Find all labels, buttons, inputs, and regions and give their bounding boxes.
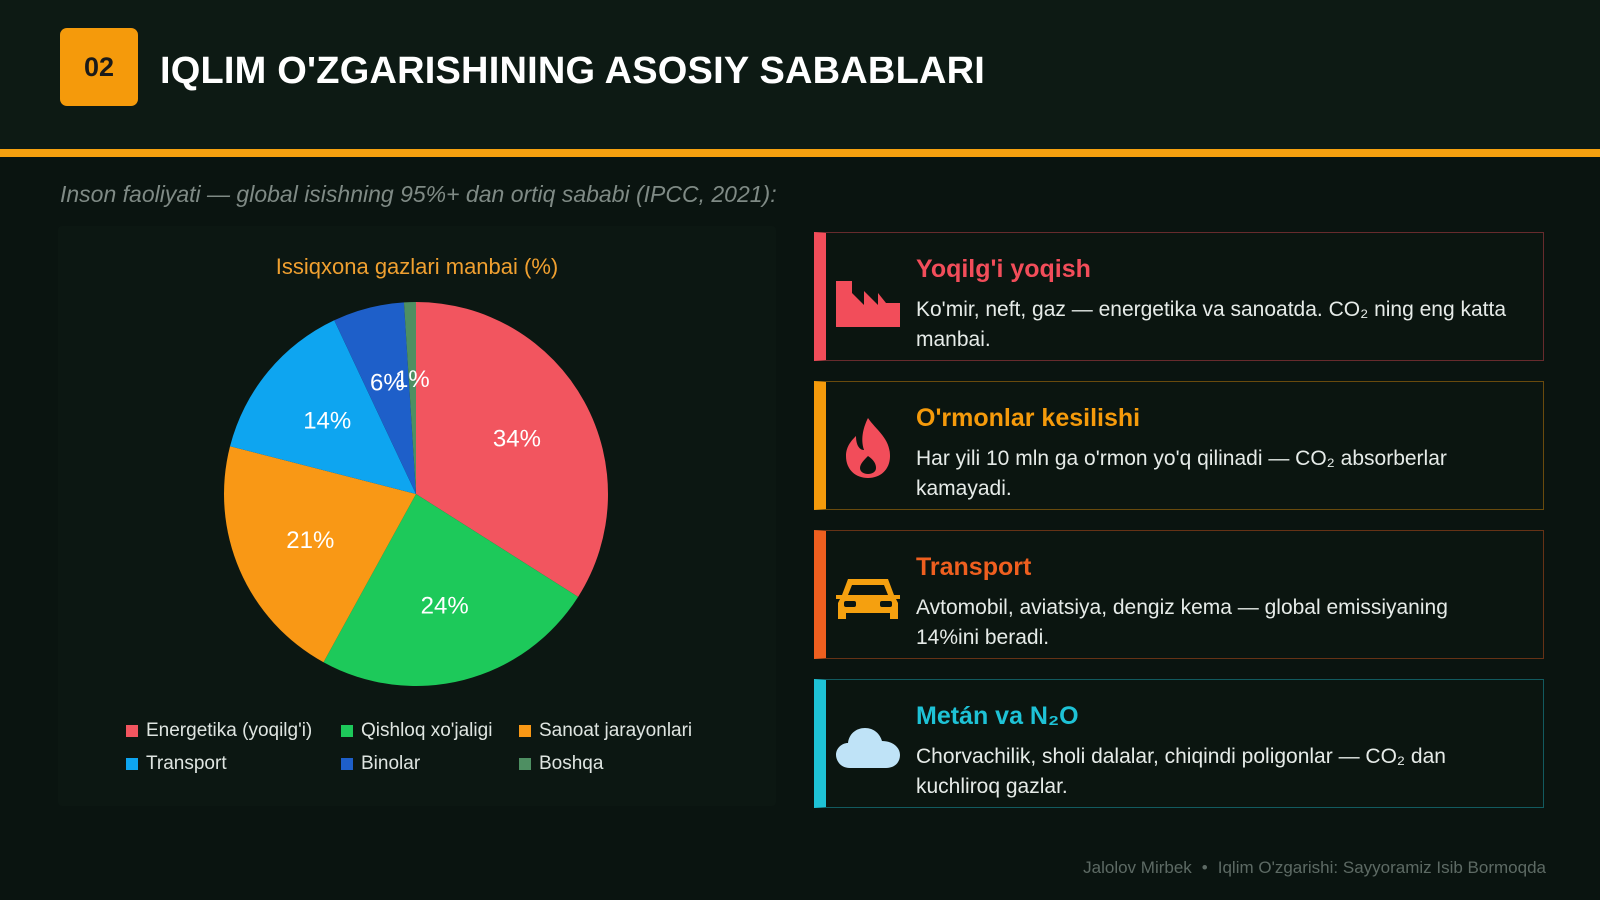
header-bar: 02 IQLIM O'ZGARISHINING ASOSIY SABABLARI (0, 0, 1600, 149)
legend-item-energetika[interactable]: Energetika (yoqilg'i) (126, 720, 341, 742)
legend-item-boshqa[interactable]: Boshqa (519, 753, 729, 775)
legend-item-transport[interactable]: Transport (126, 753, 341, 775)
pie-slice-3[interactable] (230, 320, 416, 494)
pie-chart: 34% 24% 21% 14% 6%1% (224, 302, 608, 686)
car-icon (836, 579, 900, 619)
cloud-icon (836, 728, 900, 768)
legend-item-sanoat[interactable]: Sanoat jarayonlari (519, 720, 729, 742)
chart-legend: Energetika (yoqilg'i) Qishloq xo'jaligi … (126, 720, 746, 775)
chart-title: Issiqxona gazlari manbai (%) (275, 254, 559, 279)
pie-slice-0[interactable] (416, 302, 608, 597)
card-text: Avtomobil, aviatsiya, dengiz kema — glob… (916, 596, 1448, 649)
legend-label: Binolar (361, 753, 421, 774)
pie-slice-2[interactable] (224, 446, 416, 663)
legend-item-qishloq-xojaligi[interactable]: Qishloq xo'jaligi (341, 720, 519, 742)
cause-card-fuel: Yoqilg'i yoqish Ko'mir, neft, gaz — ener… (814, 232, 1544, 361)
card-title: Transport (916, 553, 1032, 581)
legend-swatch (126, 725, 138, 737)
pie-chart-panel: Issiqxona gazlari manbai (%) 34% 24% 21% 14… (58, 226, 776, 806)
card-text: Ko'mir, neft, gaz — energetika va sanoat… (916, 298, 1506, 351)
footer-deck-title: Iqlim O'zgarishi: Sayyoramiz Isib Bormoq… (1217, 858, 1546, 877)
legend-swatch (341, 725, 353, 737)
legend-label: Boshqa (539, 753, 604, 774)
pie-slice-label-5: 1% (395, 366, 430, 393)
legend-label: Sanoat jarayonlari (539, 720, 693, 741)
pie-slice-1[interactable] (323, 494, 579, 686)
card-title: Metán va N₂O (916, 702, 1079, 730)
cause-card-deforestation: O'rmonlar kesilishi Har yili 10 mln ga o… (814, 381, 1544, 510)
cause-card-transport: Transport Avtomobil, aviatsiya, dengiz k… (814, 530, 1544, 659)
factory-icon (836, 281, 900, 327)
legend-swatch (519, 725, 531, 737)
legend-label: Transport (146, 753, 227, 774)
legend-label: Energetika (yoqilg'i) (146, 720, 313, 741)
pie-slice-5[interactable] (403, 302, 416, 494)
legend-swatch (519, 758, 531, 770)
fire-icon (846, 418, 890, 478)
pie-slice-4[interactable] (334, 302, 416, 494)
card-text: Har yili 10 mln ga o'rmon yo'q qilinadi … (916, 447, 1447, 500)
legend-item-binolar[interactable]: Binolar (341, 753, 519, 775)
card-title: Yoqilg'i yoqish (916, 255, 1091, 283)
footer: Jalolov Mirbek • Iqlim O'zgarishi: Sayyora… (1083, 858, 1546, 878)
footer-separator: • (1201, 858, 1208, 877)
slide-subtitle: Inson faoliyati — global isishning 95%+ … (60, 181, 777, 207)
pie-slice-label-2: 21% (286, 527, 334, 554)
header-divider (0, 149, 1600, 157)
card-text: Chorvachilik, sholi dalalar, chiqindi po… (916, 745, 1446, 798)
pie-slice-label-0: 34% (493, 426, 541, 453)
pie-slice-label-1: 24% (421, 593, 469, 620)
cause-card-methane: Metán va N₂O Chorvachilik, sholi dalalar… (814, 679, 1544, 808)
slide-title: IQLIM O'ZGARISHINING ASOSIY SABABLARI (160, 50, 986, 92)
pie-slice-label-4: 6% (370, 369, 405, 396)
pie-slice-label-3: 14% (303, 408, 351, 435)
legend-swatch (126, 758, 138, 770)
section-number-badge: 02 (60, 28, 138, 106)
legend-swatch (341, 758, 353, 770)
footer-author: Jalolov Mirbek (1083, 858, 1192, 877)
card-title: O'rmonlar kesilishi (916, 404, 1141, 432)
legend-label: Qishloq xo'jaligi (361, 720, 493, 741)
